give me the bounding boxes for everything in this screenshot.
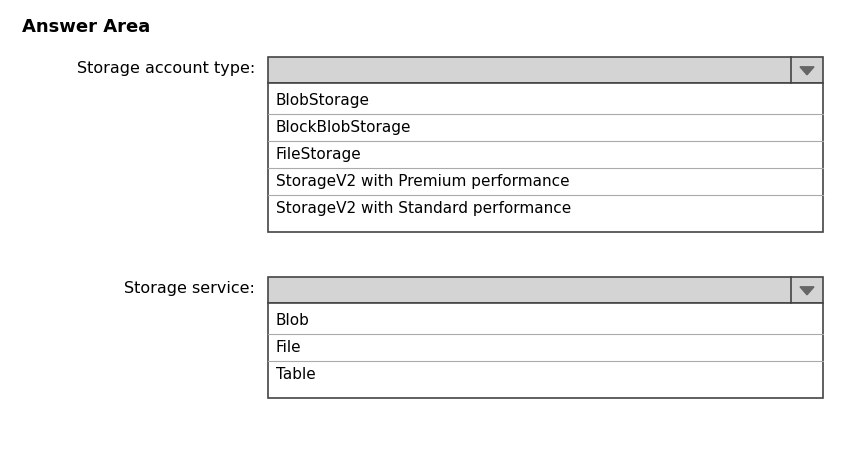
Text: File: File bbox=[276, 340, 302, 355]
Text: Storage account type:: Storage account type: bbox=[76, 60, 255, 76]
Text: BlobStorage: BlobStorage bbox=[276, 93, 370, 108]
Text: Answer Area: Answer Area bbox=[22, 18, 150, 36]
Text: StorageV2 with Premium performance: StorageV2 with Premium performance bbox=[276, 174, 570, 189]
FancyBboxPatch shape bbox=[268, 83, 823, 232]
FancyBboxPatch shape bbox=[268, 277, 823, 303]
Text: Table: Table bbox=[276, 367, 315, 382]
FancyBboxPatch shape bbox=[268, 57, 823, 83]
Text: StorageV2 with Standard performance: StorageV2 with Standard performance bbox=[276, 201, 571, 216]
Text: Blob: Blob bbox=[276, 313, 310, 328]
Text: BlockBlobStorage: BlockBlobStorage bbox=[276, 120, 411, 135]
Polygon shape bbox=[800, 67, 814, 75]
Text: FileStorage: FileStorage bbox=[276, 147, 362, 162]
Polygon shape bbox=[800, 287, 814, 295]
Text: Storage service:: Storage service: bbox=[124, 280, 255, 295]
FancyBboxPatch shape bbox=[268, 303, 823, 398]
